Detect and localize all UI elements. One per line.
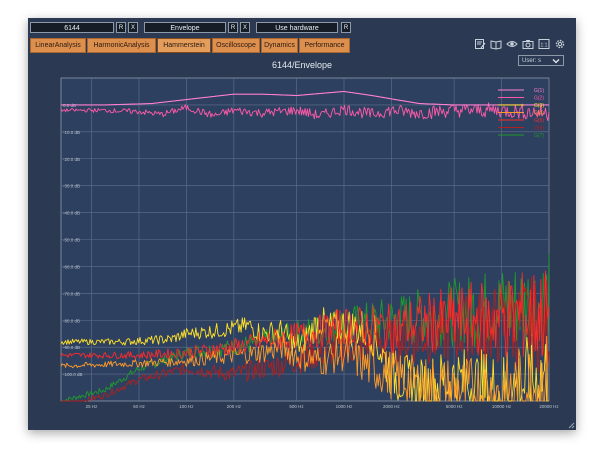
- device-reset-button[interactable]: R: [116, 22, 126, 33]
- series-line-G(3): [60, 307, 549, 402]
- device-selector[interactable]: 6144: [30, 22, 114, 33]
- gear-icon[interactable]: [554, 38, 566, 50]
- svg-text:1:1: 1:1: [541, 42, 548, 48]
- x-tick-label: 10000 Hz: [492, 404, 512, 409]
- legend-entry: G(1): [534, 88, 544, 94]
- tab-hammerstein[interactable]: Hammerstein: [157, 38, 211, 53]
- resize-grip-icon[interactable]: [568, 422, 575, 429]
- tab-oscilloscope[interactable]: Oscilloscope: [212, 38, 260, 53]
- series-line-G(2): [60, 102, 550, 122]
- x-tick-label: 20000 Hz: [539, 404, 559, 409]
- y-tick-label: -20.0 dB: [63, 157, 80, 162]
- legend-entry: G(7): [534, 133, 544, 139]
- y-tick-label: -90.0 dB: [63, 345, 80, 350]
- legend-entry: G(3): [534, 103, 544, 109]
- x-tick-label: 25 Hz: [86, 404, 99, 409]
- y-tick-label: -10.0 dB: [63, 130, 80, 135]
- view-dropdown-label: User: s: [522, 58, 542, 64]
- y-tick-label: -100.0 dB: [63, 372, 83, 377]
- y-tick-label: -30.0 dB: [63, 184, 80, 189]
- x-tick-label: 5000 Hz: [446, 404, 464, 409]
- series-line-G(5): [60, 270, 550, 360]
- x-tick-label: 100 Hz: [179, 404, 194, 409]
- mode-reset-button[interactable]: R: [228, 22, 238, 33]
- view-dropdown[interactable]: User: s: [518, 55, 564, 66]
- eye-icon[interactable]: [506, 38, 518, 50]
- mode-selector[interactable]: Envelope: [144, 22, 226, 33]
- series-line-G(4): [60, 335, 549, 402]
- tab-harmonic-analysis[interactable]: HarmonicAnalysis: [87, 38, 156, 53]
- envelope-chart[interactable]: 0.0 dB-10.0 dB-20.0 dB-30.0 dB-40.0 dB-5…: [28, 18, 576, 430]
- y-tick-label: -60.0 dB: [63, 264, 80, 269]
- y-tick-label: -50.0 dB: [63, 238, 80, 243]
- chart-title: 6144/Envelope: [271, 60, 333, 70]
- legend-entry: G(4): [534, 111, 544, 117]
- legend-entry: G(6): [534, 126, 544, 132]
- app-window: 6144 R X Envelope R X Use hardware R Lin…: [28, 18, 576, 430]
- selector-bar: 6144 R X Envelope R X Use hardware R: [30, 22, 360, 34]
- series-line-G(1): [61, 90, 549, 106]
- tab-performance[interactable]: Performance: [299, 38, 350, 53]
- edit-note-icon[interactable]: [474, 38, 486, 50]
- y-tick-label: -40.0 dB: [63, 211, 80, 216]
- book-icon[interactable]: [490, 38, 502, 50]
- chevron-down-icon: [552, 59, 560, 64]
- x-tick-label: 1000 Hz: [336, 404, 354, 409]
- tab-dynamics[interactable]: Dynamics: [261, 38, 298, 53]
- camera-icon[interactable]: [522, 38, 534, 50]
- mode-close-button[interactable]: X: [240, 22, 250, 33]
- x-tick-label: 50 Hz: [133, 404, 146, 409]
- tab-linear-analysis[interactable]: LinearAnalysis: [30, 38, 86, 53]
- device-close-button[interactable]: X: [128, 22, 138, 33]
- y-tick-label: -80.0 dB: [63, 318, 80, 323]
- legend-entry: G(5): [534, 118, 544, 124]
- x-tick-label: 2000 Hz: [383, 404, 401, 409]
- source-selector[interactable]: Use hardware: [256, 22, 338, 33]
- one-to-one-icon[interactable]: 1:1: [538, 38, 550, 50]
- y-tick-label: -70.0 dB: [63, 291, 80, 296]
- x-tick-label: 500 Hz: [289, 404, 304, 409]
- legend-entry: G(2): [534, 96, 544, 102]
- toolbar-icons: 1:1: [474, 38, 570, 52]
- x-tick-label: 200 Hz: [227, 404, 242, 409]
- source-reset-button[interactable]: R: [341, 22, 351, 33]
